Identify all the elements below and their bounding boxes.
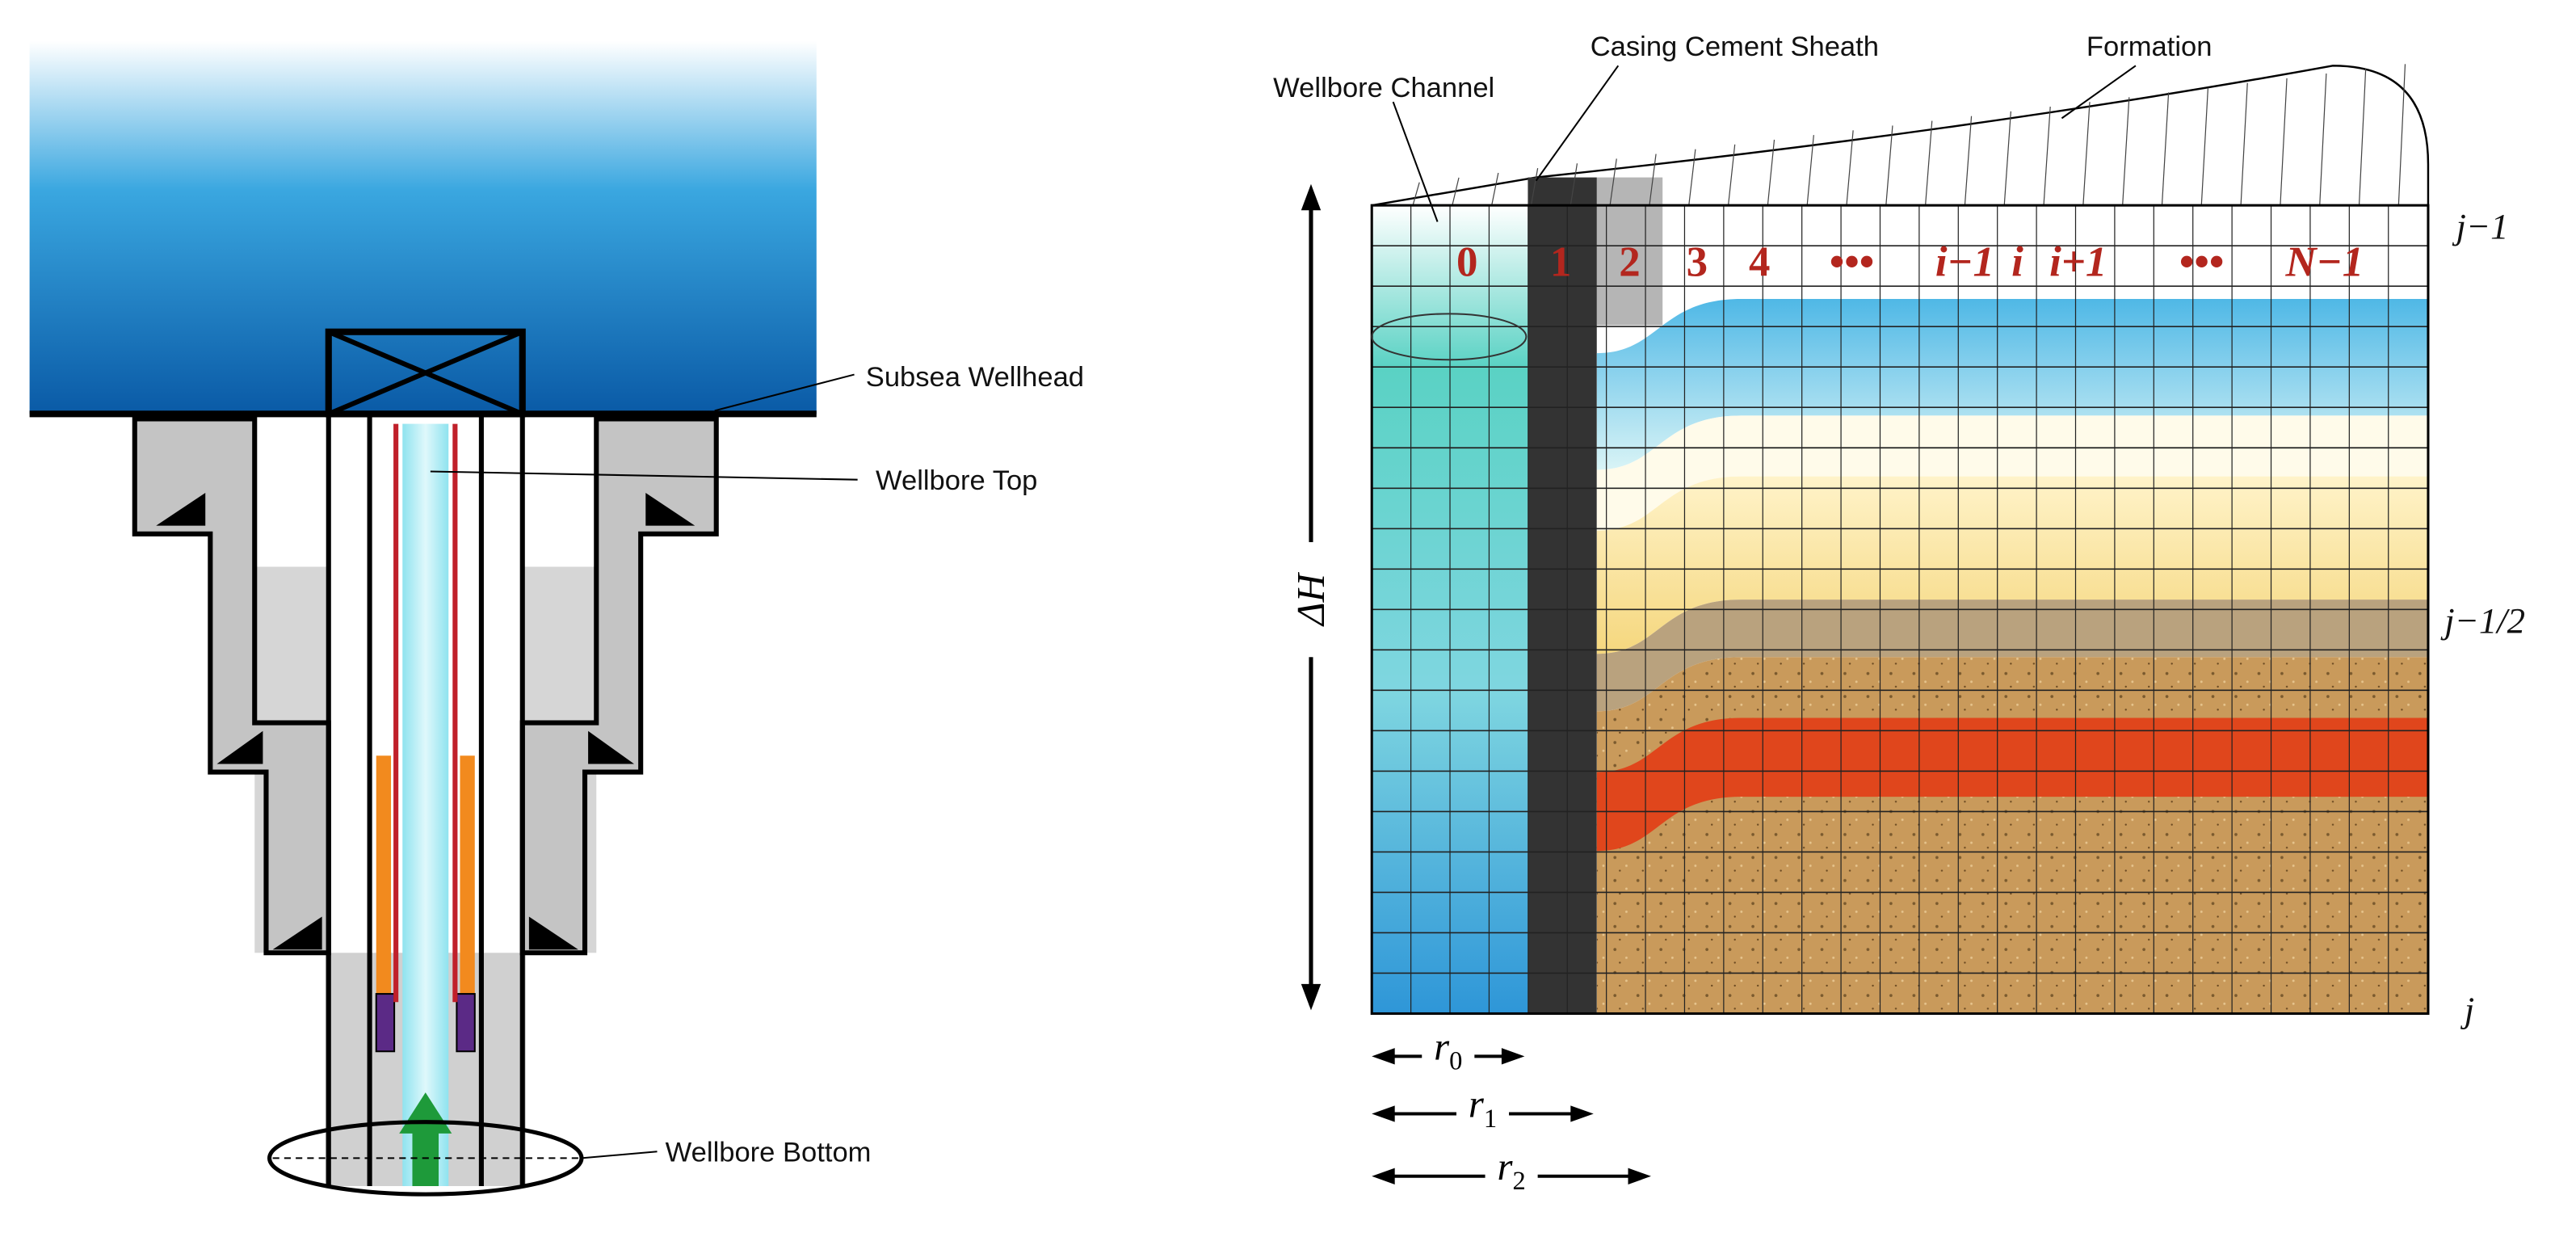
label-bg [1485, 1136, 1538, 1186]
cell-index: 3 [1687, 239, 1708, 286]
grid-line [1767, 139, 1775, 206]
layer [1596, 600, 2428, 712]
label: Casing Cement Sheath [1591, 32, 1879, 62]
orange-section [376, 755, 392, 995]
grid-line [2240, 82, 2248, 206]
layer [1596, 717, 2428, 852]
cylinder-top [1371, 313, 1528, 361]
radius-symbol: r [1469, 1083, 1485, 1126]
packer [456, 993, 476, 1053]
label-bg [1422, 1016, 1475, 1067]
housing-wall [132, 416, 331, 956]
cell-index: 4 [1749, 239, 1770, 286]
grid-line [1609, 158, 1617, 206]
orange-section [460, 755, 475, 995]
grid-line [2319, 73, 2327, 206]
row-label: j [2460, 990, 2474, 1030]
grid-line [2200, 87, 2209, 206]
radius-subscript: 0 [1449, 1047, 1462, 1076]
grid-diagram: ΔH Wellbore Channel Casing Cement Sheath… [1273, 32, 2525, 1196]
layer [1596, 476, 2428, 654]
grid-line [2280, 78, 2288, 206]
label: Wellbore Top [876, 465, 1037, 496]
grid-line [1688, 149, 1696, 206]
radius-label: r1 [1469, 1083, 1497, 1134]
label-bg [1289, 541, 1333, 658]
seal [528, 916, 578, 950]
casing [325, 328, 526, 1186]
wellhead-diagram: Subsea Wellhead Wellbore Top Wellbore Bo… [29, 40, 1084, 1197]
radius-symbol: r [1434, 1025, 1450, 1068]
label: Wellbore Bottom [666, 1137, 872, 1168]
cell-index: N−1 [2285, 239, 2364, 286]
radius-label: r0 [1434, 1025, 1462, 1075]
grid-line [2003, 111, 2011, 206]
leader [1535, 65, 1620, 182]
grid-line [2082, 102, 2091, 206]
grid-line [1649, 154, 1657, 206]
label: Formation [2086, 32, 2213, 62]
grid-line [1491, 172, 1499, 206]
cell-index: i−1 [1935, 239, 1994, 286]
arrowhead [1301, 183, 1322, 211]
grid-line [1885, 125, 1893, 206]
arrowhead [1372, 1105, 1395, 1122]
grid-border [1370, 204, 2430, 1016]
packer [375, 993, 396, 1053]
label: Wellbore Channel [1273, 73, 1494, 103]
cell-index: 2 [1619, 239, 1640, 286]
cell-index: 0 [1456, 239, 1477, 286]
leader [1392, 101, 1439, 222]
grid-line [2043, 106, 2051, 206]
row-label: j−1 [2452, 206, 2509, 246]
grid-line [1806, 135, 1814, 206]
height-label: ΔH [1289, 571, 1333, 627]
radius-label: r2 [1497, 1145, 1525, 1196]
sea [29, 40, 817, 414]
leader [581, 1151, 658, 1159]
housing-wall [519, 416, 719, 956]
arrowhead [1372, 1048, 1395, 1065]
arrowhead [1501, 1048, 1525, 1065]
cement-column [1596, 177, 1663, 326]
leader [714, 373, 855, 412]
cell-index: 1 [1550, 239, 1571, 286]
grid-line [1452, 177, 1460, 206]
grid-line [1412, 182, 1420, 206]
radius-subscript: 2 [1512, 1167, 1525, 1196]
cell-index: ••• [2179, 239, 2225, 286]
grid-line [2358, 69, 2367, 206]
grid-line [2122, 97, 2130, 206]
grid-line [1846, 130, 1854, 206]
layer [1596, 657, 2428, 1014]
grid-line [1727, 144, 1736, 206]
arrowhead [1570, 1105, 1594, 1122]
casing-column [1528, 177, 1597, 1014]
arrowhead [1628, 1168, 1651, 1184]
cell-index: ••• [1829, 239, 1874, 286]
leader [430, 470, 858, 481]
cell-index: i [2011, 239, 2023, 286]
layer [1596, 415, 2428, 531]
radius-symbol: r [1497, 1145, 1513, 1189]
layer [1596, 299, 2428, 470]
radius-subscript: 1 [1484, 1104, 1497, 1134]
grid-line [1925, 120, 1933, 206]
label-bg [1456, 1074, 1510, 1124]
arrowhead [1301, 983, 1322, 1011]
arrowhead [1372, 1168, 1395, 1184]
seal [272, 916, 322, 950]
grid-line [2161, 92, 2170, 206]
flow-arrow [399, 1092, 452, 1186]
label: Subsea Wellhead [866, 362, 1084, 393]
row-label: j−1/2 [2440, 600, 2525, 641]
grid-line [1570, 163, 1578, 206]
cell-index: i+1 [2049, 239, 2107, 286]
leader [2061, 65, 2137, 120]
grid-line [2397, 64, 2406, 206]
tubing [402, 423, 449, 1186]
grid-line [1964, 116, 1973, 206]
grid-line [1530, 168, 1539, 206]
